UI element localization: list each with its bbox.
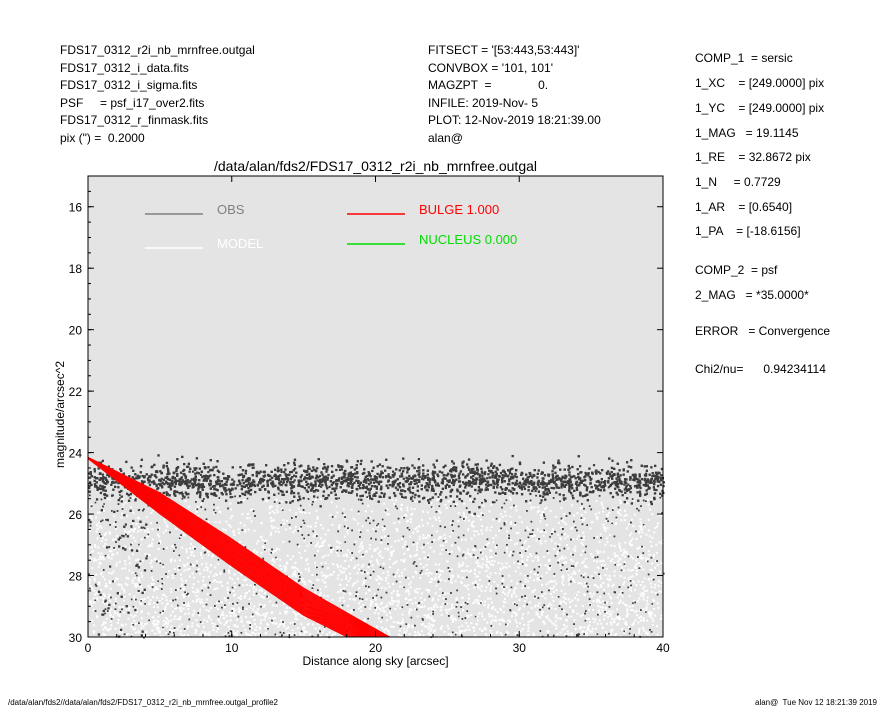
y-tick-label: 24 — [69, 447, 83, 461]
y-tick-label: 30 — [69, 631, 83, 645]
x-tick-label: 0 — [85, 641, 92, 655]
header-left-line-2: FDS17_0312_i_sigma.fits — [60, 78, 198, 92]
y-tick-label: 26 — [69, 508, 83, 522]
param-line-8: COMP_2 = psf — [695, 263, 778, 277]
y-tick-label: 16 — [69, 201, 83, 215]
header-mid-line-1: CONVBOX = '101, 101' — [428, 60, 553, 75]
footer-path: /data/alan/fds2//data/alan/fds2/FDS17_03… — [8, 698, 278, 707]
x-tick-label: 10 — [225, 641, 239, 655]
header-left-line-0: FDS17_0312_r2i_nb_mrnfree.outgal — [60, 43, 255, 57]
param-line-4: 1_RE = 32.8672 pix — [695, 150, 811, 164]
header-mid-line-0: FITSECT = '[53:443,53:443]' — [428, 43, 580, 57]
param-line-11: Chi2/nu= 0.94234114 — [695, 362, 826, 376]
header-mid-line-2: MAGZPT = 0. — [428, 78, 549, 92]
header-mid-line-4: PLOT: 12-Nov-2019 18:21:39.00 — [428, 113, 601, 127]
param-line-2: 1_YC = [249.0000] pix — [695, 101, 825, 115]
param-line-5: 1_N = 0.7729 — [695, 175, 781, 189]
bulge-series — [87, 456, 391, 638]
y-tick-label: 20 — [69, 324, 83, 338]
param-line-3: 1_MAG = 19.1145 — [695, 126, 799, 140]
x-axis-label: Distance along sky [arcsec] — [302, 654, 448, 668]
header-mid-line-5: alan@ — [428, 130, 463, 145]
param-line-7: 1_PA = [-18.6156] — [695, 224, 801, 238]
header-left-line-3: PSF = psf_i17_over2.fits — [60, 95, 205, 110]
y-tick-label: 18 — [69, 262, 83, 276]
legend-label-3: NUCLEUS 0.000 — [419, 232, 517, 247]
y-tick-label: 22 — [69, 385, 83, 399]
y-axis-label: magnitude/arcsec^2 — [53, 361, 67, 468]
x-tick-label: 20 — [369, 641, 383, 655]
footer-timestamp: alan@ Tue Nov 12 18:21:39 2019 — [755, 698, 877, 707]
header-left-line-1: FDS17_0312_i_data.fits — [60, 60, 189, 75]
header-left-line-5: pix (") = 0.2000 — [60, 130, 145, 145]
header-left-line-4: FDS17_0312_r_finmask.fits — [60, 113, 209, 127]
param-line-9: 2_MAG = *35.0000* — [695, 288, 809, 302]
x-tick-label: 30 — [513, 641, 527, 655]
header-mid-line-3: INFILE: 2019-Nov- 5 — [428, 95, 539, 110]
plot-area — [88, 176, 663, 637]
y-tick-label: 28 — [69, 570, 83, 584]
legend-label-0: OBS — [217, 202, 245, 217]
legend-label-2: BULGE 1.000 — [419, 202, 499, 217]
legend-label-1: MODEL — [217, 236, 263, 251]
param-line-10: ERROR = Convergence — [695, 324, 831, 338]
param-line-6: 1_AR = [0.6540] — [695, 200, 793, 214]
param-line-0: COMP_1 = sersic — [695, 51, 793, 65]
param-line-1: 1_XC = [249.0000] pix — [695, 76, 825, 90]
chart-title: /data/alan/fds2/FDS17_0312_r2i_nb_mrnfre… — [214, 158, 537, 174]
x-tick-label: 40 — [656, 641, 670, 655]
